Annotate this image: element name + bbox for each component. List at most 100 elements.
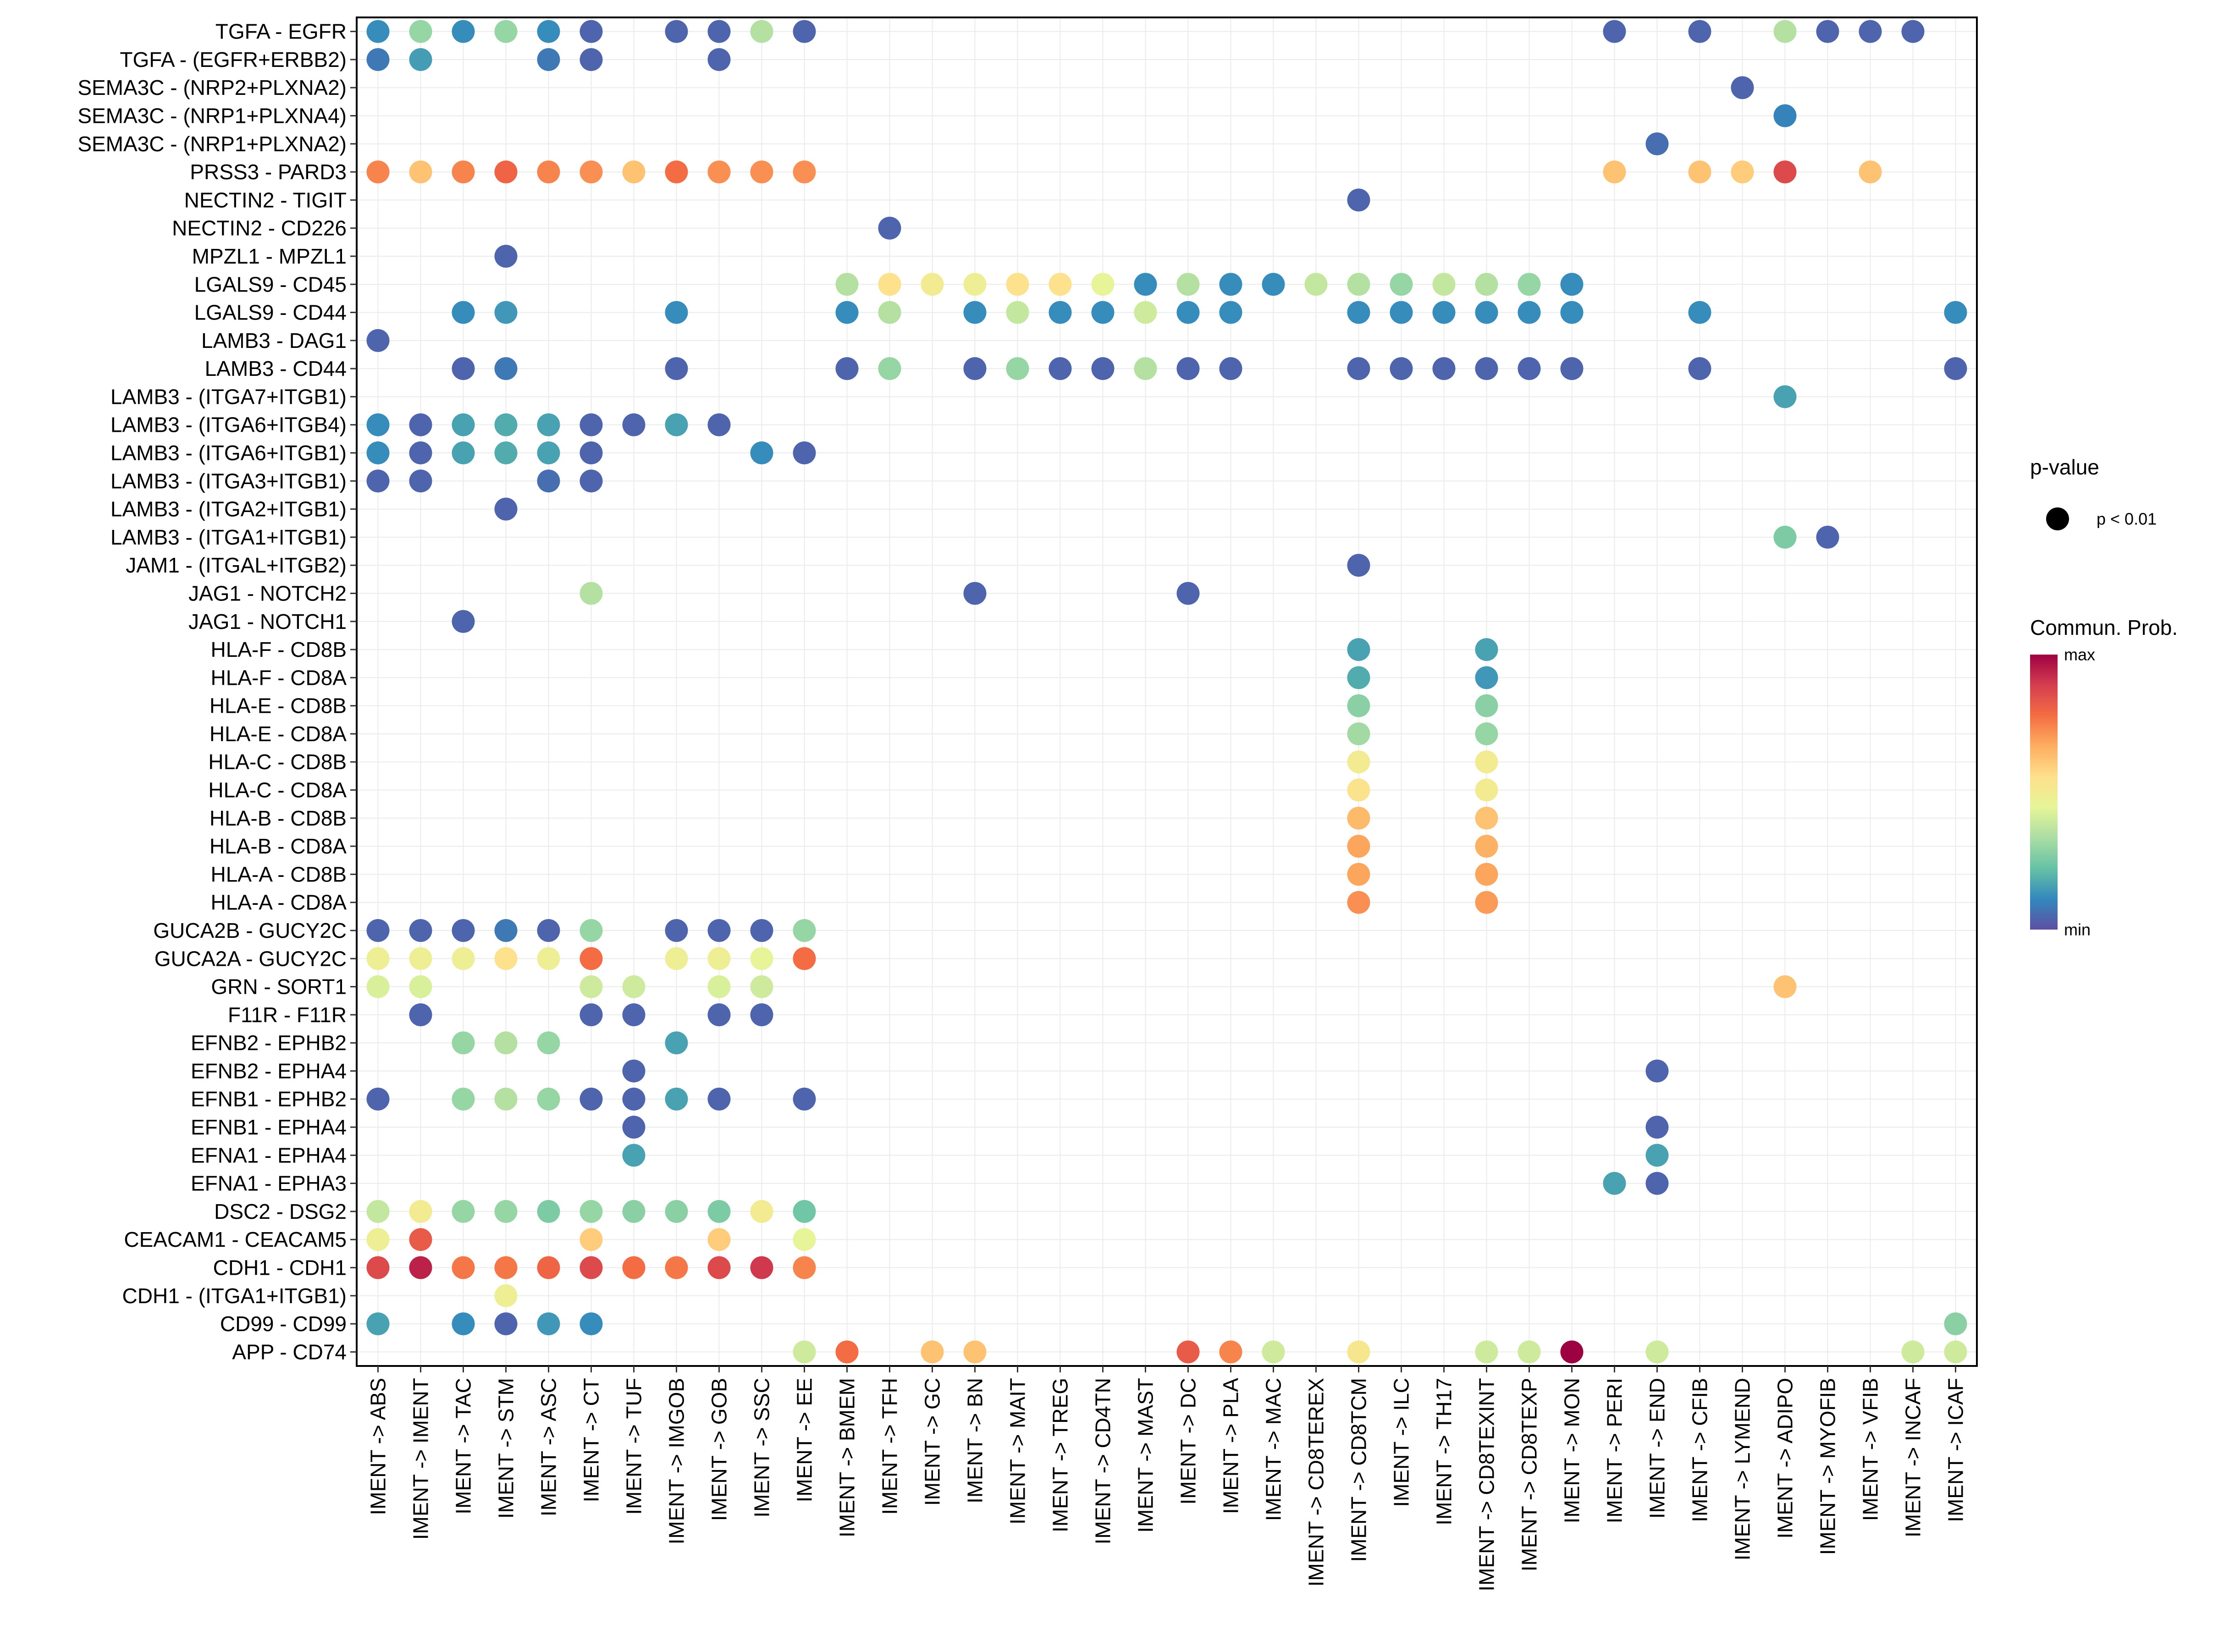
dot-efnb1-ephb2--ee	[793, 1087, 816, 1111]
dot-lgals9-cd44--cd8texp	[1518, 301, 1541, 324]
dot-grn-sort1--abs	[366, 975, 390, 998]
dot-prss3-pard3--cfib	[1688, 160, 1711, 184]
dot-ceacam1-ceacam5--iment	[409, 1228, 432, 1251]
y-tick-label: HLA-F - CD8B	[211, 638, 347, 661]
dot-lgals9-cd44--bn	[963, 301, 987, 324]
dot-jam1-itgal-itgb2--cd8tcm	[1347, 554, 1370, 577]
dot-cdh1-cdh1--ct	[579, 1256, 603, 1279]
y-tick-label: PRSS3 - PARD3	[190, 160, 347, 184]
dot-tgfa-egfr--ct	[579, 20, 603, 43]
dot-lamb3-cd44--mast	[1134, 357, 1157, 380]
dot-lamb3-cd44--cd8texint	[1475, 357, 1498, 380]
y-tick-label: GUCA2A - GUCY2C	[155, 947, 347, 970]
dot-cdh1-cdh1--iment	[409, 1256, 432, 1279]
dot-efna1-epha3--end	[1645, 1172, 1669, 1195]
dot-guca2a-gucy2c--asc	[537, 947, 560, 970]
dot-lgals9-cd45--mon	[1560, 273, 1584, 296]
x-tick-label: IMENT -> CFIB	[1688, 1378, 1712, 1522]
dot-f11r-f11r--ct	[579, 1003, 603, 1026]
dot-lgals9-cd45--bn	[963, 273, 987, 296]
dot-lamb3-itga6-itgb4--gob	[707, 413, 731, 436]
dot-guca2b-gucy2c--abs	[366, 919, 390, 942]
dot-prss3-pard3--ee	[793, 160, 816, 184]
dot-guca2a-gucy2c--tac	[452, 947, 475, 970]
dot-cdh1-cdh1--imgob	[665, 1256, 688, 1279]
dot-lgals9-cd44--imgob	[665, 301, 688, 324]
dot-tgfa-egfr-erbb2--gob	[707, 48, 731, 71]
dot-grn-sort1--adipo	[1773, 975, 1797, 998]
y-tick-label: GUCA2B - GUCY2C	[153, 919, 347, 942]
dot-hla-a-cd8b--cd8texint	[1475, 863, 1498, 886]
dot-prss3-pard3--stm	[494, 160, 518, 184]
dot-cdh1-cdh1--tac	[452, 1256, 475, 1279]
dot-hla-e-cd8a--cd8texint	[1475, 722, 1498, 745]
dot-cdh1-cdh1--ee	[793, 1256, 816, 1279]
x-tick-label: IMENT -> ADIPO	[1773, 1378, 1797, 1539]
dot-lamb3-itga6-itgb4--abs	[366, 413, 390, 436]
dot-hla-a-cd8a--cd8texint	[1475, 891, 1498, 914]
y-tick-label: CDH1 - CDH1	[213, 1256, 347, 1279]
dot-guca2a-gucy2c--ct	[579, 947, 603, 970]
dot-dsc2-dsg2--tuf	[622, 1200, 646, 1223]
y-tick-label: EFNB1 - EPHA4	[191, 1115, 347, 1139]
dot-efnb1-epha4--tuf	[622, 1116, 646, 1139]
dot-efna1-epha4--tuf	[622, 1144, 646, 1167]
dot-dsc2-dsg2--ssc	[750, 1200, 773, 1223]
dot-app-cd74--bn	[963, 1340, 987, 1364]
dot-prss3-pard3--iment	[409, 160, 432, 184]
dot-app-cd74--mon	[1560, 1340, 1584, 1364]
dot-app-cd74--ee	[793, 1340, 816, 1364]
dot-jag1-notch2--dc	[1176, 582, 1200, 605]
y-tick-label: HLA-F - CD8A	[211, 666, 347, 689]
dot-ceacam1-ceacam5--abs	[366, 1228, 390, 1251]
dot-cd99-cd99--abs	[366, 1312, 390, 1336]
dot-lamb3-itga3-itgb1--ct	[579, 469, 603, 493]
dot-ceacam1-ceacam5--ct	[579, 1228, 603, 1251]
y-tick-label: LAMB3 - (ITGA7+ITGB1)	[110, 385, 347, 408]
dot-lamb3-cd44--bmem	[835, 357, 859, 380]
dot-hla-f-cd8a--cd8tcm	[1347, 666, 1370, 689]
y-tick-label: APP - CD74	[232, 1340, 347, 1364]
dot-grn-sort1--tuf	[622, 975, 646, 998]
dot-dsc2-dsg2--gob	[707, 1200, 731, 1223]
dot-jag1-notch2--bn	[963, 582, 987, 605]
x-tick-label: IMENT -> LYMEND	[1731, 1378, 1755, 1560]
y-tick-label: DSC2 - DSG2	[214, 1200, 347, 1223]
dot-lamb3-cd44--pla	[1219, 357, 1242, 380]
legend-size-dot	[2046, 507, 2069, 530]
dot-guca2b-gucy2c--stm	[494, 919, 518, 942]
dot-lamb3-itga6-itgb4--tac	[452, 413, 475, 436]
dot-app-cd74--pla	[1219, 1340, 1242, 1364]
x-tick-label: IMENT -> TAC	[452, 1378, 475, 1514]
dot-lamb3-cd44--cd8texp	[1518, 357, 1541, 380]
dot-guca2a-gucy2c--imgob	[665, 947, 688, 970]
dot-nectin2-cd226--tfh	[878, 216, 901, 240]
dot-sema3c-nrp1-plxna4--adipo	[1773, 104, 1797, 127]
y-tick-label: LAMB3 - DAG1	[201, 329, 347, 352]
dot-lgals9-cd44--cd4tn	[1091, 301, 1115, 324]
x-tick-label: IMENT -> EE	[793, 1378, 817, 1502]
dot-guca2b-gucy2c--ct	[579, 919, 603, 942]
dot-guca2a-gucy2c--ssc	[750, 947, 773, 970]
dot-lamb3-cd44--th17	[1432, 357, 1456, 380]
dot-cd99-cd99--stm	[494, 1312, 518, 1336]
dot-prss3-pard3--tac	[452, 160, 475, 184]
dot-app-cd74--cd8texp	[1518, 1340, 1541, 1364]
dot-lgals9-cd45--cd8texint	[1475, 273, 1498, 296]
x-tick-label: IMENT -> CT	[579, 1378, 603, 1502]
y-tick-label: EFNA1 - EPHA4	[191, 1143, 347, 1167]
dot-lamb3-cd44--dc	[1176, 357, 1200, 380]
dot-lamb3-cd44--cd8tcm	[1347, 357, 1370, 380]
x-tick-label: IMENT -> TREG	[1049, 1378, 1072, 1532]
dot-hla-c-cd8b--cd8tcm	[1347, 750, 1370, 774]
dot-lgals9-cd45--cd8tcm	[1347, 273, 1370, 296]
x-tick-label: IMENT -> TUF	[622, 1378, 646, 1515]
x-tick-label: IMENT -> TH17	[1432, 1378, 1456, 1525]
dot-efnb1-ephb2--stm	[494, 1087, 518, 1111]
x-tick-label: IMENT -> DC	[1176, 1378, 1200, 1504]
x-tick-label: IMENT -> ABS	[366, 1378, 390, 1515]
dot-lgals9-cd45--mast	[1134, 273, 1157, 296]
dot-f11r-f11r--tuf	[622, 1003, 646, 1026]
